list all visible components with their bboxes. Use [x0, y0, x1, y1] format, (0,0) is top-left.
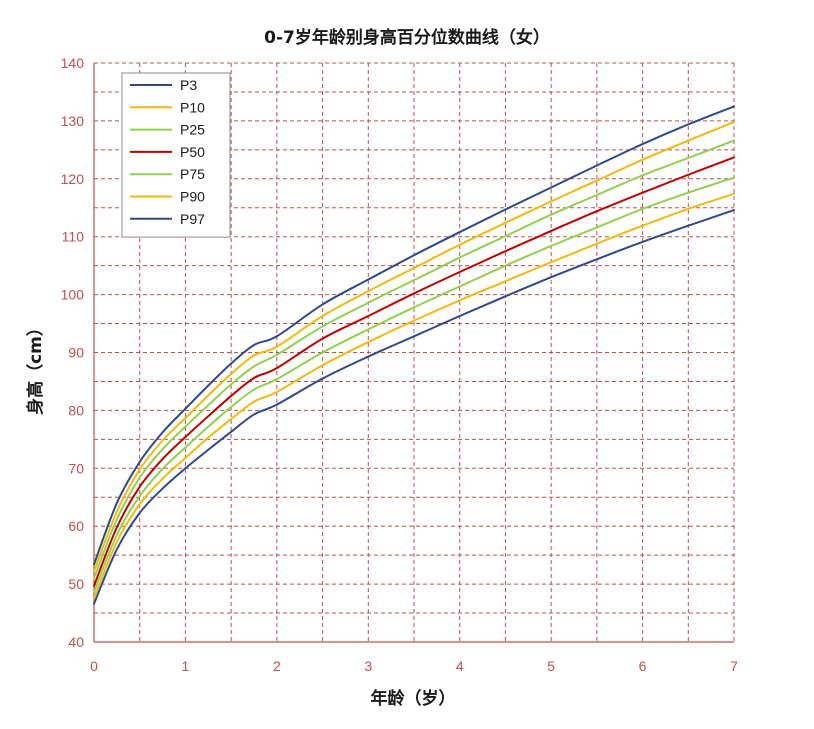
series-line-p97	[93, 105, 735, 566]
x-tick-label: 6	[639, 658, 647, 674]
series-line-p25	[93, 176, 735, 594]
y-tick-label: 40	[68, 634, 84, 650]
x-tick-label: 2	[273, 658, 281, 674]
legend-label-p75: P75	[180, 166, 205, 182]
y-tick-label: 50	[68, 576, 84, 592]
x-tick-label: 0	[90, 658, 98, 674]
legend-label-p3: P3	[180, 77, 197, 93]
y-tick-label: 70	[68, 460, 84, 476]
y-tick-label: 110	[62, 229, 85, 245]
legend-box	[121, 72, 231, 238]
tick-labels: 0 1 2 3 4 5 6 7 40 50 60 70 80 90 100 110 120 130 140	[61, 55, 738, 674]
x-tick-label: 3	[364, 658, 372, 674]
x-axis-title: 年龄（岁）	[371, 688, 456, 709]
axes	[93, 63, 734, 643]
x-tick-label: 4	[456, 658, 464, 674]
series-line-p75	[93, 139, 735, 580]
x-tick-label: 7	[730, 658, 738, 674]
series-line-p3	[93, 209, 735, 605]
y-tick-label: 90	[68, 345, 84, 361]
x-tick-label: 5	[547, 658, 555, 674]
y-tick-label: 120	[61, 171, 85, 187]
legend-label-p97: P97	[180, 211, 205, 227]
y-tick-label: 100	[61, 287, 85, 303]
series-lines	[93, 105, 735, 605]
legend-label-p10: P10	[180, 99, 205, 115]
legend: P3 P10 P25 P50 P75 P90 P97	[121, 72, 231, 238]
y-tick-label: 140	[61, 55, 85, 71]
y-tick-label: 80	[68, 402, 84, 418]
series-line-p50	[93, 156, 735, 587]
legend-label-p90: P90	[180, 189, 205, 205]
series-line-p90	[93, 121, 735, 573]
series-line-p10	[93, 192, 735, 600]
y-tick-label: 60	[68, 518, 84, 534]
y-axis-title: 身高（cm）	[25, 319, 46, 415]
x-tick-label: 1	[182, 658, 190, 674]
legend-label-p50: P50	[180, 144, 205, 160]
y-tick-label: 130	[61, 113, 85, 129]
legend-label-p25: P25	[180, 122, 205, 138]
chart-title: 0-7岁年龄别身高百分位数曲线（女）	[264, 27, 550, 48]
